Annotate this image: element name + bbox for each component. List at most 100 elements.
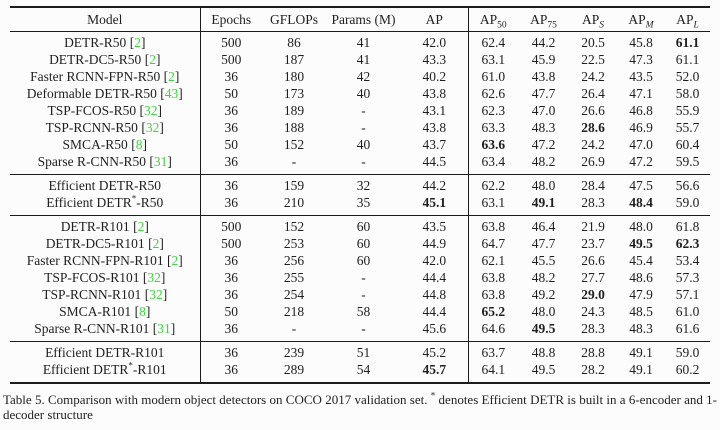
value-cell: 29.0: [581, 287, 605, 302]
value-cell: 58: [356, 304, 371, 319]
value-cell: 55.7: [675, 120, 700, 135]
value-cell: 189: [283, 103, 305, 118]
value-cell: 42.0: [401, 252, 469, 270]
citation-link[interactable]: 8: [139, 304, 146, 319]
value-cell: 36: [224, 195, 239, 210]
value-cell: 45.8: [629, 35, 653, 50]
value-cell: 500: [221, 219, 242, 234]
citation-link[interactable]: 43: [164, 86, 179, 101]
value-cell: 62.4: [481, 35, 506, 50]
value-cell: 49.5: [531, 362, 556, 377]
model-name-cell: DETR-R50 [2]: [10, 31, 201, 52]
value-cell: 45.2: [401, 341, 469, 362]
value-cell: -: [361, 270, 366, 285]
value-cell: 57.3: [675, 270, 700, 285]
table-row: SMCA-R101 [8] 50 218 58 44.4 65.2 48.0 24.3 48.5…: [10, 303, 710, 321]
value-cell: 43.7: [401, 136, 469, 154]
value-cell: 36: [224, 69, 239, 84]
table-row: TSP-FCOS-R50 [32] 36 189 - 43.1 62.3 47.0 26.6 4…: [10, 102, 710, 120]
value-cell: 36: [224, 345, 239, 360]
value-cell: 40: [356, 86, 371, 101]
citation-link[interactable]: 32: [145, 120, 160, 135]
model-name-cell: DETR-R101 [2]: [10, 215, 201, 236]
value-cell: 44.4: [401, 303, 469, 321]
value-cell: 44.2: [401, 174, 469, 195]
column-header: GFLOPs: [262, 7, 326, 32]
value-cell: 48.0: [629, 219, 653, 234]
column-header: AP75: [518, 7, 569, 32]
citation-link[interactable]: 2: [137, 219, 145, 234]
value-cell: 26.9: [581, 154, 605, 169]
citation-link[interactable]: 8: [135, 137, 143, 152]
value-cell: 63.8: [481, 219, 506, 234]
value-cell: -: [361, 287, 366, 302]
value-cell: 59.0: [675, 345, 700, 360]
model-name-cell: Efficient DETR*-R101: [10, 361, 201, 383]
citation-link[interactable]: 32: [143, 103, 158, 118]
column-header: Params (M): [326, 7, 401, 32]
value-cell: 59.0: [675, 195, 700, 210]
value-cell: 173: [283, 86, 305, 101]
value-cell: 28.2: [581, 362, 605, 377]
value-cell: 41: [356, 52, 371, 67]
value-cell: 63.8: [481, 287, 506, 302]
value-cell: 254: [283, 287, 305, 302]
value-cell: 50: [224, 86, 239, 101]
value-cell: 47.0: [629, 137, 653, 152]
value-cell: 24.2: [581, 137, 605, 152]
table-caption: Table 5. Comparison with modern object d…: [3, 390, 717, 422]
value-cell: -: [361, 154, 366, 169]
table-section: DETR-R50 [2] 500 86 41 42.0 62.4 44.2 20.5 45.8 6…: [10, 31, 710, 174]
value-cell: -: [361, 321, 366, 336]
table-row: Sparse R-CNN-R101 [31] 36 - - 45.6 64.6 49.5 28…: [10, 320, 710, 341]
value-cell: 61.8: [675, 219, 700, 234]
value-cell: 60: [356, 236, 371, 251]
citation-link[interactable]: 2: [171, 253, 179, 268]
value-cell: 36: [224, 120, 239, 135]
value-cell: 56.6: [675, 178, 700, 193]
value-cell: 86: [287, 35, 301, 50]
value-cell: 36: [224, 287, 239, 302]
value-cell: 36: [224, 270, 239, 285]
value-cell: 63.1: [481, 195, 506, 210]
value-cell: 64.1: [481, 362, 506, 377]
value-cell: 64.6: [481, 321, 506, 336]
value-cell: 22.5: [581, 52, 605, 67]
value-cell: 54: [356, 362, 371, 377]
value-cell: -: [361, 103, 366, 118]
citation-link[interactable]: 31: [157, 321, 171, 336]
table-row: TSP-RCNN-R50 [32] 36 188 - 43.8 63.3 48.3 28.6 4…: [10, 119, 710, 137]
value-cell: 45.9: [531, 52, 556, 67]
model-name-cell: Faster RCNN-FPN-R101 [2]: [10, 252, 201, 270]
value-cell: 51: [356, 345, 371, 360]
citation-link[interactable]: 2: [168, 69, 175, 84]
value-cell: 52.0: [675, 69, 700, 84]
citation-link[interactable]: 2: [134, 35, 141, 50]
value-cell: 50: [224, 137, 239, 152]
citation-link[interactable]: 32: [147, 270, 161, 285]
value-cell: 46.8: [629, 103, 653, 118]
citation-link[interactable]: 2: [149, 52, 156, 67]
table-row: Faster RCNN-FPN-R50 [2] 36 180 42 40.2 61.0 43…: [10, 68, 710, 86]
value-cell: 48.3: [629, 321, 653, 336]
value-cell: 63.8: [481, 270, 506, 285]
model-name-cell: DETR-DC5-R50 [2]: [10, 51, 201, 69]
value-cell: 43.8: [401, 85, 469, 103]
column-header: AP50: [468, 7, 518, 32]
value-cell: 62.2: [481, 178, 506, 193]
value-cell: 44.5: [401, 153, 469, 174]
value-cell: 48.4: [629, 195, 653, 210]
citation-link[interactable]: 2: [152, 236, 160, 251]
citation-link[interactable]: 31: [153, 154, 168, 169]
value-cell: 218: [283, 304, 305, 319]
table-row: DETR-DC5-R101 [2] 500 253 60 44.9 64.7 47.7 23.…: [10, 235, 710, 253]
value-cell: 26.6: [581, 103, 605, 118]
value-cell: 60.4: [675, 137, 700, 152]
citation-link[interactable]: 32: [149, 287, 163, 302]
value-cell: 48.2: [531, 270, 556, 285]
value-cell: 152: [283, 219, 305, 234]
table-row: Efficient DETR-R101 36 239 51 45.2 63.7 48.8 28…: [10, 341, 710, 362]
value-cell: 21.9: [581, 219, 605, 234]
value-cell: 45.7: [401, 361, 469, 383]
value-cell: 62.3: [481, 103, 506, 118]
